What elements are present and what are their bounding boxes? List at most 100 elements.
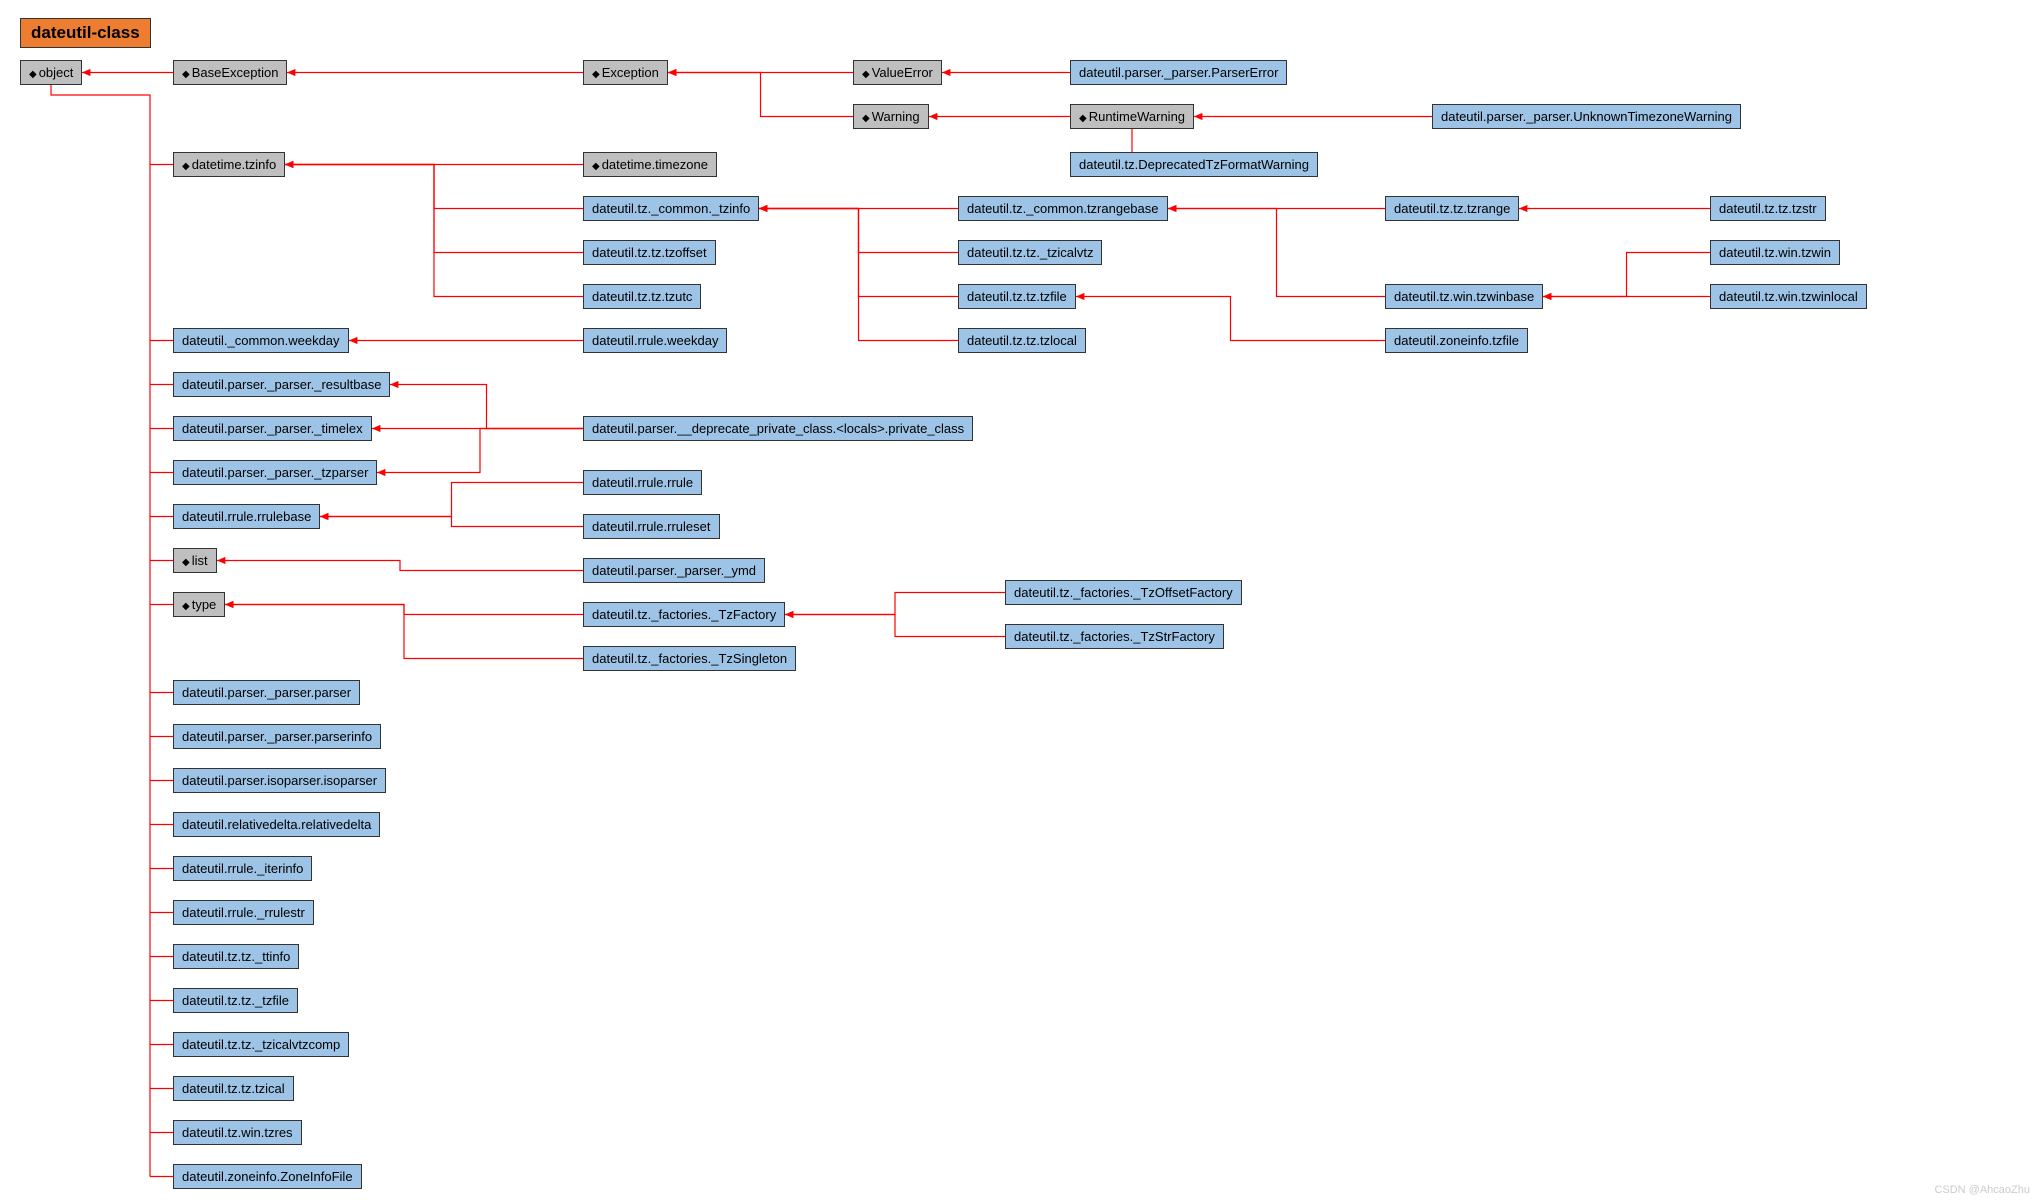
class-node-TzSingleton: dateutil.tz._factories._TzSingleton — [583, 646, 796, 671]
node-label: dateutil.parser._parser._timelex — [182, 421, 363, 436]
node-label: dateutil.tz.win.tzwinbase — [1394, 289, 1534, 304]
diagram-title: dateutil-class — [20, 18, 151, 48]
node-label: ValueError — [872, 65, 933, 80]
diamond-icon: ◆ — [182, 69, 190, 80]
class-node-tzstr: dateutil.tz.tz.tzstr — [1710, 196, 1826, 221]
class-node-RuntimeWarning: ◆RuntimeWarning — [1070, 104, 1194, 129]
class-node-tzwinbase: dateutil.tz.win.tzwinbase — [1385, 284, 1543, 309]
diamond-icon: ◆ — [1079, 113, 1087, 124]
class-node-rrulebase: dateutil.rrule.rrulebase — [173, 504, 320, 529]
class-node-list: ◆list — [173, 548, 217, 573]
class-node-tzrange: dateutil.tz.tz.tzrange — [1385, 196, 1519, 221]
class-node-DeprecatedTzFormat: dateutil.tz.DeprecatedTzFormatWarning — [1070, 152, 1318, 177]
watermark: CSDN @AhcaoZhu — [1934, 1184, 2030, 1196]
node-label: dateutil.rrule._rrulestr — [182, 905, 305, 920]
diamond-icon: ◆ — [592, 69, 600, 80]
node-label: BaseException — [192, 65, 279, 80]
node-label: dateutil.parser._parser.parser — [182, 685, 351, 700]
class-node-TzStrFactory: dateutil.tz._factories._TzStrFactory — [1005, 624, 1224, 649]
class-node-tzfile_inner: dateutil.tz.tz._tzfile — [173, 988, 298, 1013]
node-label: dateutil.tz.tz.tzical — [182, 1081, 285, 1096]
class-node-UnknownTZWarning: dateutil.parser._parser.UnknownTimezoneW… — [1432, 104, 1741, 129]
class-node-iterinfo: dateutil.rrule._iterinfo — [173, 856, 312, 881]
diamond-icon: ◆ — [862, 69, 870, 80]
class-node-tzrangebase: dateutil.tz._common.tzrangebase — [958, 196, 1168, 221]
node-label: dateutil.tz.tz._tzicalvtz — [967, 245, 1093, 260]
node-label: Warning — [872, 109, 920, 124]
class-node-tzicalvtzcomp: dateutil.tz.tz._tzicalvtzcomp — [173, 1032, 349, 1057]
class-node-rrule_weekday: dateutil.rrule.weekday — [583, 328, 727, 353]
class-node-tzres: dateutil.tz.win.tzres — [173, 1120, 302, 1145]
node-label: dateutil.tz.tz.tzstr — [1719, 201, 1817, 216]
class-node-tzparser: dateutil.parser._parser._tzparser — [173, 460, 377, 485]
node-label: dateutil.parser._parser._resultbase — [182, 377, 381, 392]
node-label: dateutil.rrule.rruleset — [592, 519, 711, 534]
class-node-timezone: ◆datetime.timezone — [583, 152, 717, 177]
node-label: dateutil.parser._parser.ParserError — [1079, 65, 1278, 80]
class-node-common_tzinfo: dateutil.tz._common._tzinfo — [583, 196, 759, 221]
node-label: dateutil.rrule.rrule — [592, 475, 693, 490]
class-node-tzicalvtz: dateutil.tz.tz._tzicalvtz — [958, 240, 1102, 265]
class-node-tzutc: dateutil.tz.tz.tzutc — [583, 284, 701, 309]
class-node-type: ◆type — [173, 592, 225, 617]
node-label: dateutil.tz._factories._TzOffsetFactory — [1014, 585, 1233, 600]
node-label: dateutil.tz.tz._tzicalvtzcomp — [182, 1037, 340, 1052]
class-node-rrulestr: dateutil.rrule._rrulestr — [173, 900, 314, 925]
node-label: dateutil.tz._common._tzinfo — [592, 201, 750, 216]
node-label: dateutil.tz.tz._tzfile — [182, 993, 289, 1008]
class-node-rrule_rrule: dateutil.rrule.rrule — [583, 470, 702, 495]
node-label: Exception — [602, 65, 659, 80]
class-node-BaseException: ◆BaseException — [173, 60, 287, 85]
class-node-parserinfo: dateutil.parser._parser.parserinfo — [173, 724, 381, 749]
node-label: dateutil.rrule._iterinfo — [182, 861, 303, 876]
node-label: dateutil.parser._parser._tzparser — [182, 465, 368, 480]
node-label: datetime.tzinfo — [192, 157, 277, 172]
node-label: dateutil.parser.isoparser.isoparser — [182, 773, 377, 788]
node-label: dateutil.tz.tz.tzrange — [1394, 201, 1510, 216]
class-node-zoneinfo_tzfile: dateutil.zoneinfo.tzfile — [1385, 328, 1528, 353]
class-node-ymd: dateutil.parser._parser._ymd — [583, 558, 765, 583]
class-node-object: ◆object — [20, 60, 82, 85]
class-node-TzFactory: dateutil.tz._factories._TzFactory — [583, 602, 785, 627]
diamond-icon: ◆ — [182, 161, 190, 172]
class-node-common_weekday: dateutil._common.weekday — [173, 328, 349, 353]
node-label: dateutil.parser._parser._ymd — [592, 563, 756, 578]
class-node-tzinfo: ◆datetime.tzinfo — [173, 152, 285, 177]
node-label: dateutil.zoneinfo.ZoneInfoFile — [182, 1169, 353, 1184]
node-label: dateutil.tz.tz.tzoffset — [592, 245, 707, 260]
class-node-tzical: dateutil.tz.tz.tzical — [173, 1076, 294, 1101]
class-node-TzOffsetFactory: dateutil.tz._factories._TzOffsetFactory — [1005, 580, 1242, 605]
node-label: type — [192, 597, 217, 612]
node-label: dateutil.tz.tz.tzfile — [967, 289, 1067, 304]
class-node-Exception: ◆Exception — [583, 60, 668, 85]
node-label: dateutil.tz._factories._TzStrFactory — [1014, 629, 1215, 644]
node-label: dateutil.tz._common.tzrangebase — [967, 201, 1159, 216]
node-label: dateutil.rrule.rrulebase — [182, 509, 311, 524]
node-label: list — [192, 553, 208, 568]
node-label: dateutil.tz._factories._TzSingleton — [592, 651, 787, 666]
node-label: dateutil.tz.win.tzwin — [1719, 245, 1831, 260]
class-node-ttinfo: dateutil.tz.tz._ttinfo — [173, 944, 299, 969]
node-label: dateutil.tz.DeprecatedTzFormatWarning — [1079, 157, 1309, 172]
class-node-tzwin: dateutil.tz.win.tzwin — [1710, 240, 1840, 265]
node-label: dateutil.tz.tz.tzutc — [592, 289, 692, 304]
class-node-tzwinlocal: dateutil.tz.win.tzwinlocal — [1710, 284, 1867, 309]
class-node-tzfile_tz: dateutil.tz.tz.tzfile — [958, 284, 1076, 309]
diamond-icon: ◆ — [182, 601, 190, 612]
node-label: dateutil.tz.win.tzwinlocal — [1719, 289, 1858, 304]
diamond-icon: ◆ — [29, 69, 37, 80]
node-label: dateutil.zoneinfo.tzfile — [1394, 333, 1519, 348]
node-label: dateutil.relativedelta.relativedelta — [182, 817, 371, 832]
node-label: dateutil.tz.win.tzres — [182, 1125, 293, 1140]
class-node-rruleset: dateutil.rrule.rruleset — [583, 514, 720, 539]
class-node-private_class: dateutil.parser.__deprecate_private_clas… — [583, 416, 973, 441]
node-label: object — [39, 65, 74, 80]
class-node-resultbase: dateutil.parser._parser._resultbase — [173, 372, 390, 397]
class-node-tzlocal: dateutil.tz.tz.tzlocal — [958, 328, 1086, 353]
class-node-ParserError: dateutil.parser._parser.ParserError — [1070, 60, 1287, 85]
class-node-relativedelta: dateutil.relativedelta.relativedelta — [173, 812, 380, 837]
class-node-parser_parser: dateutil.parser._parser.parser — [173, 680, 360, 705]
node-label: dateutil.rrule.weekday — [592, 333, 718, 348]
class-node-tzoffset: dateutil.tz.tz.tzoffset — [583, 240, 716, 265]
class-node-ZoneInfoFile: dateutil.zoneinfo.ZoneInfoFile — [173, 1164, 362, 1189]
